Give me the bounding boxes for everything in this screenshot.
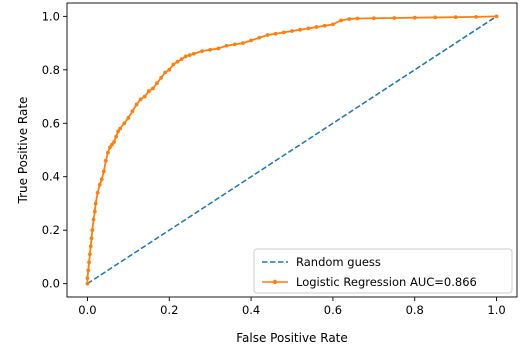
series-point xyxy=(339,18,343,23)
series-point xyxy=(290,29,294,33)
y-tick-label: 0.2 xyxy=(42,223,60,237)
series-point xyxy=(265,33,270,37)
series-point xyxy=(171,62,176,67)
y-axis-label: True Positive Rate xyxy=(16,97,30,205)
y-tick-label: 1.0 xyxy=(42,9,60,23)
series-point xyxy=(88,252,92,257)
plot-frame xyxy=(66,2,518,298)
series-point xyxy=(112,140,116,144)
series-point xyxy=(91,217,96,222)
axes-layer: 0.0 0.2 0.4 0.6 0.8 1.0 0.0 0.2 0.4 0.6 0.8 1.0 xyxy=(42,2,518,317)
series-point xyxy=(208,47,213,52)
series-point xyxy=(89,236,94,241)
series-point xyxy=(126,116,131,120)
y-tick-label: 0.6 xyxy=(42,116,60,130)
x-tick-label: 1.0 xyxy=(487,303,505,317)
series-point xyxy=(85,281,90,286)
series-point xyxy=(494,14,499,19)
series-point xyxy=(474,15,478,19)
series-point xyxy=(331,22,335,27)
y-tick-label: 0.0 xyxy=(42,277,60,291)
series-point xyxy=(273,31,278,36)
series-point xyxy=(257,35,262,40)
series-point xyxy=(179,57,184,62)
series-point xyxy=(86,268,91,273)
x-tick-label: 0.4 xyxy=(242,303,260,317)
series-point xyxy=(433,15,438,20)
series-point xyxy=(155,81,159,86)
series-point xyxy=(163,70,168,75)
series-point xyxy=(232,42,237,47)
series-point xyxy=(216,46,221,51)
series-point xyxy=(103,158,108,163)
series-point xyxy=(101,169,106,174)
series-point xyxy=(412,15,417,20)
series-point xyxy=(159,75,163,80)
series-point xyxy=(85,276,90,281)
series-point xyxy=(371,16,376,21)
series-point xyxy=(322,23,327,28)
series-point xyxy=(90,228,95,233)
series-layer xyxy=(85,14,499,286)
series-point xyxy=(314,25,319,29)
series-point xyxy=(88,244,93,249)
x-tick-label: 0.2 xyxy=(160,303,178,317)
series-point xyxy=(146,89,151,94)
y-tick-label: 0.8 xyxy=(42,63,60,77)
series-point xyxy=(249,38,253,43)
series-point xyxy=(130,109,135,114)
legend-label-0: Random guess xyxy=(296,255,381,269)
series-point xyxy=(151,86,155,91)
legend-label-1: Logistic Regression AUC=0.866 xyxy=(296,275,477,289)
series-point xyxy=(298,27,303,32)
series-point xyxy=(138,97,143,102)
series-point xyxy=(183,54,188,59)
series-point xyxy=(142,94,147,99)
series-point xyxy=(191,51,196,56)
x-tick-label: 0.6 xyxy=(324,303,342,317)
x-tick-label: 0.8 xyxy=(406,303,424,317)
series-point xyxy=(106,150,110,155)
legend-box xyxy=(253,248,513,294)
series-point xyxy=(114,134,118,139)
series-point xyxy=(122,121,127,126)
series-point xyxy=(110,142,114,147)
series-point xyxy=(118,126,123,131)
series-point xyxy=(200,49,204,54)
series-point xyxy=(187,53,192,58)
series-point xyxy=(97,182,102,187)
series-point xyxy=(99,177,104,182)
series-point xyxy=(93,201,98,206)
series-point xyxy=(306,26,311,31)
axis-labels-layer: False Positive Rate True Positive Rate xyxy=(16,97,348,345)
series-point xyxy=(134,102,139,107)
series-point xyxy=(167,67,172,72)
series-point xyxy=(281,30,286,35)
series-point xyxy=(355,16,360,21)
series-point xyxy=(175,59,180,64)
series-point xyxy=(347,17,352,21)
series-point xyxy=(116,129,121,134)
x-tick-label: 0.0 xyxy=(78,303,96,317)
series-line-0 xyxy=(87,15,497,285)
y-tick-label: 0.4 xyxy=(42,170,60,184)
series-point xyxy=(95,190,100,195)
series-point xyxy=(224,43,229,48)
legend-marker-1 xyxy=(272,279,278,285)
series-point xyxy=(241,41,245,45)
legend: Random guess Logistic Regression AUC=0.86… xyxy=(253,248,513,294)
series-point xyxy=(87,260,91,265)
series-point xyxy=(392,16,397,20)
series-point xyxy=(92,209,97,214)
series-point xyxy=(453,15,458,20)
series-point xyxy=(108,145,112,150)
x-axis-label: False Positive Rate xyxy=(236,331,348,345)
